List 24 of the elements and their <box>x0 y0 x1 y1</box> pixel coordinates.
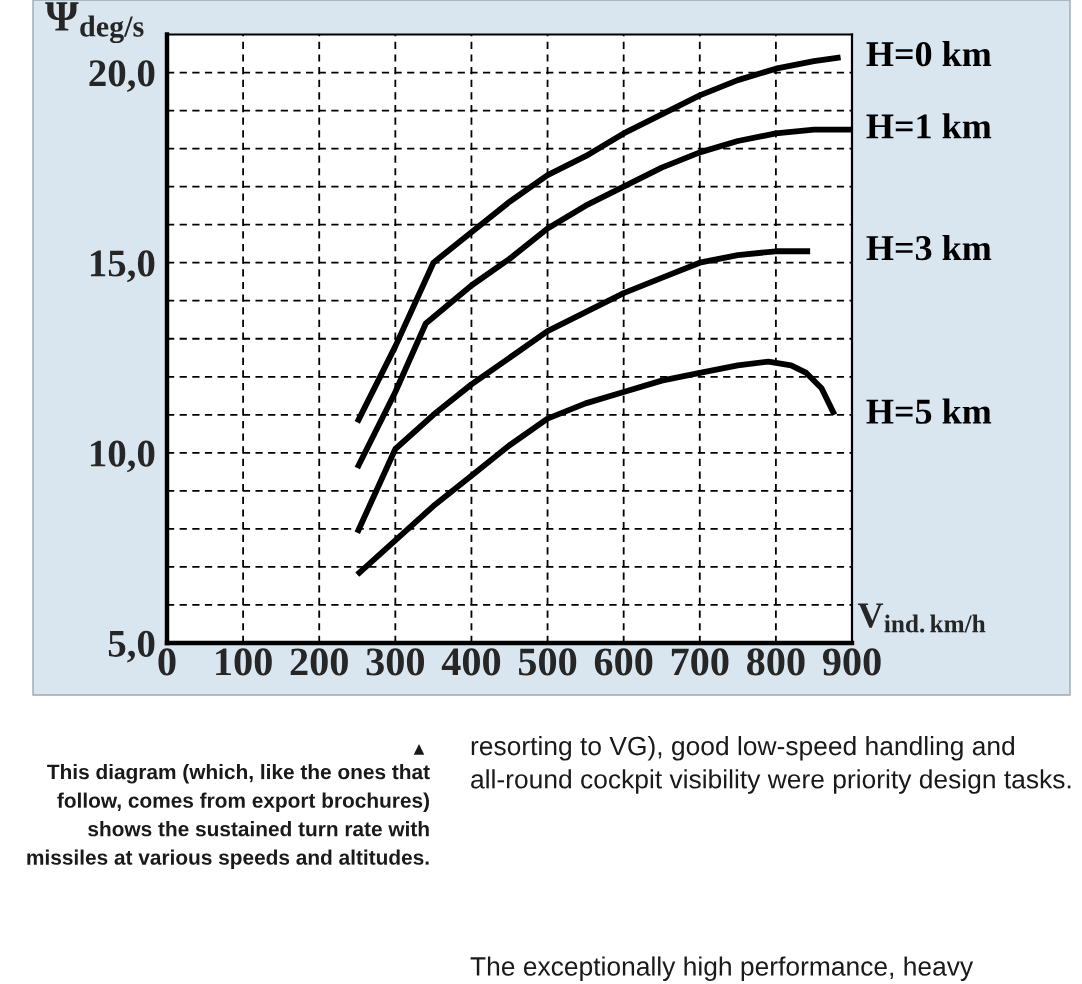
x-tick-label: 100 <box>216 648 272 676</box>
series-label: H=1 km <box>866 113 992 139</box>
series-label: H=5 km <box>866 398 992 424</box>
series-label: H=3 km <box>866 234 992 261</box>
y-tick-label: 10,0 <box>90 440 155 473</box>
x-tick-label: 200 <box>290 648 348 676</box>
text: The exceptionally high performance, heavy <box>470 956 974 981</box>
text: This diagram (which, like the ones that follow, comes from export brochures) shows the sustained turn rate with missiles at various speeds and altitudes. <box>27 764 430 869</box>
y-tick-label: 5,0 <box>108 630 155 663</box>
x-tick-label: 800 <box>747 648 805 676</box>
y-axis-title: Ψ$_{deg/s}$ <box>45 2 144 44</box>
x-tick-label: 600 <box>594 648 653 676</box>
y-tick-label: 15,0 <box>90 250 155 283</box>
x-axis-title: V$_{ind.km/h}$ <box>857 603 986 633</box>
text: resorting to VG), good low-speed handling and all-round cockpit visibility were priority design tasks. <box>471 736 1071 794</box>
x-tick-label: 300 <box>366 648 425 676</box>
x-tick-label: 0 <box>158 648 176 676</box>
x-tick-label: 900 <box>822 648 881 676</box>
x-tick-label: 700 <box>671 648 729 676</box>
x-tick-label: 400 <box>441 648 501 676</box>
x-tick-label: 500 <box>518 648 577 676</box>
text: ▲ <box>413 744 425 755</box>
series-label: H=0 km <box>866 40 992 67</box>
y-tick-label: 20,0 <box>89 60 155 93</box>
